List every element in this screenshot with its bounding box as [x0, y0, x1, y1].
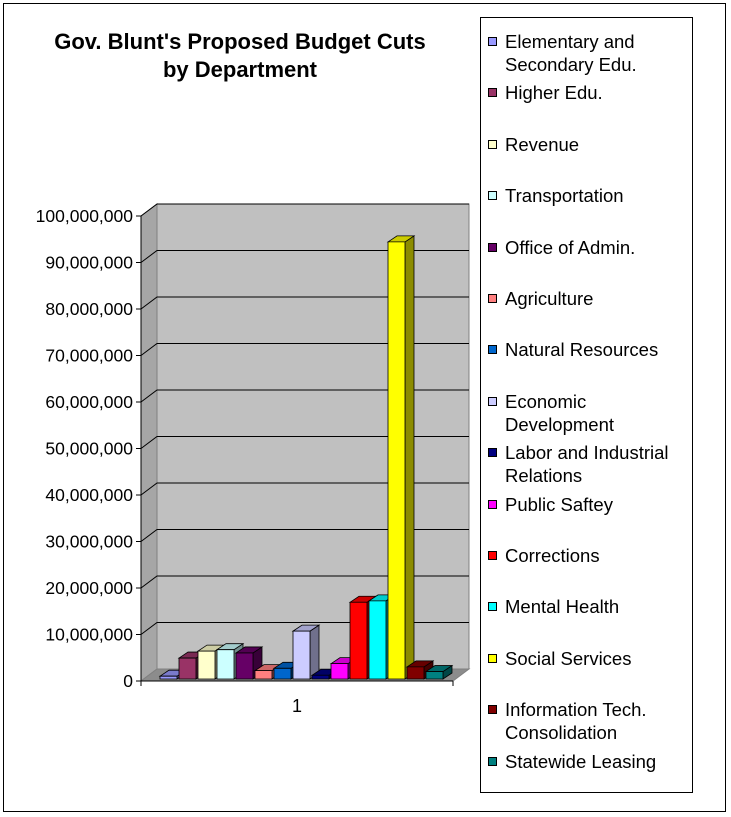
legend-swatch	[488, 139, 497, 149]
legend-label: Corrections	[505, 545, 600, 566]
bar-face	[178, 657, 197, 680]
legend-item: Statewide Leasing	[481, 750, 693, 794]
y-tick-label: 20,000,000	[45, 578, 133, 598]
bar-face	[349, 601, 368, 680]
legend-item: Agriculture	[481, 287, 693, 331]
bar-face	[292, 630, 311, 680]
legend-label: Higher Edu.	[505, 82, 603, 104]
legend-item: Mental Health	[481, 595, 693, 639]
legend-item: Elementary and Secondary Edu.	[481, 30, 693, 75]
y-tick-label: 70,000,000	[45, 346, 133, 366]
legend-label: Agriculture	[505, 288, 594, 309]
legend-item: Labor and Industrial Relations	[481, 441, 693, 487]
legend-swatch	[488, 551, 497, 560]
legend-swatch	[488, 602, 497, 612]
legend-item: Revenue	[481, 133, 693, 177]
gridline	[140, 343, 469, 356]
legend-item: Public Saftey	[481, 493, 693, 537]
y-tick-label: 50,000,000	[45, 439, 133, 459]
bar-face	[309, 624, 320, 680]
bar-face	[273, 667, 292, 680]
y-tick-label: 90,000,000	[45, 253, 133, 273]
bar-face	[330, 663, 349, 680]
legend-swatch	[488, 88, 497, 98]
legend-label: Public Saftey	[505, 493, 613, 515]
bar-face	[406, 666, 425, 680]
y-tick-label: 30,000,000	[45, 532, 133, 552]
bar-face	[216, 649, 235, 680]
y-tick-label: 80,000,000	[45, 299, 133, 319]
legend-label: Economic Development	[505, 390, 615, 435]
legend-swatch	[488, 345, 497, 355]
legend-swatch	[488, 499, 497, 509]
legend-item: Economic Development	[481, 390, 693, 435]
bar-14	[424, 664, 454, 680]
legend-item: Transportation	[481, 184, 693, 228]
legend-item: Information Tech. Consolidation	[481, 698, 693, 744]
legend-label: Office of Admin.	[505, 236, 636, 258]
bar-face	[254, 670, 273, 680]
bar-face	[404, 235, 415, 680]
legend-label: Labor and Industrial Relations	[505, 442, 669, 487]
legend-label: Statewide Leasing	[505, 750, 657, 772]
bar-face	[368, 600, 387, 680]
legend-item: Office of Admin.	[481, 236, 693, 280]
gridline	[140, 436, 469, 449]
legend-swatch	[488, 191, 497, 201]
bar-face	[311, 674, 330, 680]
x-tick-label: 1	[292, 696, 302, 716]
legend-label: Information Tech. Consolidation	[505, 699, 647, 744]
legend-item: Higher Edu.	[481, 81, 693, 125]
legend-swatch	[488, 756, 497, 766]
chart-title: Gov. Blunt's Proposed Budget Cuts by Dep…	[54, 29, 426, 82]
chart-legend: Elementary and Secondary Edu. Higher Edu.…	[480, 17, 693, 793]
bar-face	[197, 650, 216, 680]
y-tick-label: 40,000,000	[45, 485, 133, 505]
legend-swatch	[488, 294, 497, 303]
gridline	[140, 389, 469, 403]
gridline	[140, 482, 469, 496]
legend-label: Revenue	[505, 133, 580, 155]
gridline	[140, 529, 469, 542]
bar-face	[159, 675, 178, 680]
legend-swatch	[488, 653, 497, 663]
legend-swatch	[488, 396, 497, 406]
bar-7	[291, 624, 321, 680]
gridline	[140, 203, 469, 217]
legend-item: Social Services	[481, 647, 693, 691]
y-tick-label: 10,000,000	[45, 625, 133, 645]
legend-swatch	[488, 705, 497, 715]
legend-label: Mental Health	[505, 596, 620, 618]
gridline	[140, 250, 469, 263]
legend-label: Social Services	[505, 647, 632, 669]
y-tick-label: 60,000,000	[45, 392, 133, 412]
legend-swatch	[488, 448, 497, 458]
legend-swatch	[488, 242, 497, 252]
legend-item: Natural Resources	[481, 338, 693, 382]
legend-label: Natural Resources	[505, 339, 659, 361]
gridline	[140, 575, 469, 589]
y-tick-label: 0	[123, 671, 133, 691]
bar-12	[386, 235, 416, 680]
legend-item: Corrections	[481, 544, 693, 588]
legend-label: Transportation	[505, 185, 624, 207]
bar-face	[425, 671, 444, 680]
legend-swatch	[488, 37, 497, 46]
legend-label: Elementary and Secondary Edu.	[505, 31, 637, 75]
bar-face	[235, 652, 254, 680]
bar-face	[387, 241, 406, 680]
y-tick-label: 100,000,000	[36, 206, 134, 226]
gridline	[140, 296, 469, 310]
